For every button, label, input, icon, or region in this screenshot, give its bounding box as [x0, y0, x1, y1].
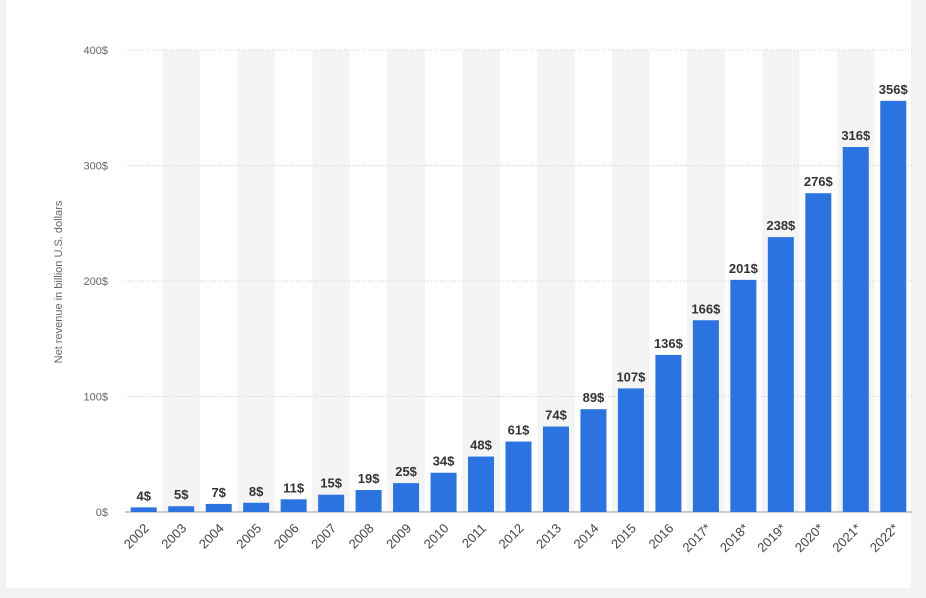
y-tick-label: 400$ — [84, 45, 108, 57]
x-tick-label: 2007 — [308, 521, 339, 552]
bar — [505, 441, 532, 512]
bar — [243, 502, 270, 512]
bar — [318, 494, 345, 512]
data-label: 136$ — [654, 336, 684, 351]
background-band — [312, 50, 350, 512]
data-label: 7$ — [211, 485, 226, 500]
y-tick-label: 100$ — [84, 392, 108, 404]
bar — [542, 426, 569, 512]
bar — [468, 456, 495, 512]
bars — [130, 100, 907, 513]
data-label: 74$ — [545, 408, 567, 423]
x-tick-label: 2019* — [754, 521, 789, 556]
x-tick-label: 2006 — [271, 521, 302, 552]
x-tick-label: 2020* — [792, 521, 827, 556]
data-label: 61$ — [508, 423, 530, 438]
background-band — [462, 50, 500, 512]
bar — [355, 490, 382, 512]
bar — [580, 409, 607, 512]
data-label: 356$ — [879, 82, 909, 97]
bar — [692, 320, 719, 512]
data-label: 19$ — [358, 471, 380, 486]
y-axis-title: Net revenue in billion U.S. dollars — [53, 200, 65, 363]
background-band — [237, 50, 275, 512]
x-tick-label: 2004 — [196, 521, 227, 552]
data-label: 107$ — [616, 369, 646, 384]
background-band — [387, 50, 425, 512]
x-tick-label: 2008 — [346, 521, 377, 552]
data-label: 25$ — [395, 464, 417, 479]
bar — [767, 237, 794, 513]
x-tick-label: 2022* — [867, 521, 902, 556]
data-label: 8$ — [249, 484, 264, 499]
x-tick-label: 2009 — [383, 521, 414, 552]
x-tick-label: 2011 — [459, 521, 489, 551]
bar — [842, 147, 869, 512]
x-tick-label: 2018* — [717, 521, 752, 556]
background-band — [162, 50, 200, 512]
x-tick-label: 2005 — [233, 521, 264, 552]
x-tick-label: 2010 — [421, 521, 452, 552]
data-label: 48$ — [470, 438, 492, 453]
data-label: 276$ — [804, 174, 834, 189]
data-label: 166$ — [691, 301, 721, 316]
y-tick-label: 200$ — [84, 276, 108, 288]
x-tick-label: 2012 — [496, 521, 527, 552]
x-tick-label: 2016 — [645, 521, 676, 552]
y-axis-ticks: 0$ 100$ 200$ 300$ 400$ — [84, 45, 108, 519]
x-tick-label: 2002 — [121, 521, 152, 552]
bar — [655, 354, 682, 512]
bar — [730, 279, 757, 512]
data-label: 201$ — [729, 261, 759, 276]
x-axis-ticks: 2002 2003 2004 2005 2006 2007 2008 2009 2010 2011… — [121, 521, 902, 556]
chart-card — [6, 0, 911, 588]
x-tick-label: 2014 — [571, 521, 602, 552]
x-tick-label: 2013 — [533, 521, 564, 552]
data-label: 316$ — [841, 128, 871, 143]
data-label: 11$ — [283, 480, 305, 495]
bar — [880, 100, 907, 512]
bar — [805, 193, 832, 512]
data-label: 34$ — [433, 454, 455, 469]
data-label: 5$ — [174, 487, 189, 502]
y-tick-label: 300$ — [84, 161, 108, 173]
bar — [617, 388, 644, 512]
bar — [168, 506, 195, 512]
bar — [205, 503, 232, 512]
x-tick-label: 2003 — [158, 521, 189, 552]
bar — [130, 507, 157, 512]
bar — [393, 483, 420, 512]
data-label: 4$ — [137, 488, 152, 503]
x-tick-label: 2021* — [829, 521, 864, 556]
x-tick-label: 2015 — [608, 521, 639, 552]
data-label: 238$ — [766, 218, 796, 233]
data-label: 89$ — [583, 390, 605, 405]
data-label: 15$ — [320, 476, 342, 491]
data-labels: 4$ 5$ 7$ 8$ 11$ 15$ 19$ 25$ 34$ 48$ 61$ 74$ 89$ 107$ 1… — [137, 82, 909, 504]
bar — [280, 499, 307, 512]
y-tick-label: 0$ — [96, 507, 108, 519]
bar — [430, 472, 457, 512]
x-tick-label: 2017* — [679, 521, 714, 556]
